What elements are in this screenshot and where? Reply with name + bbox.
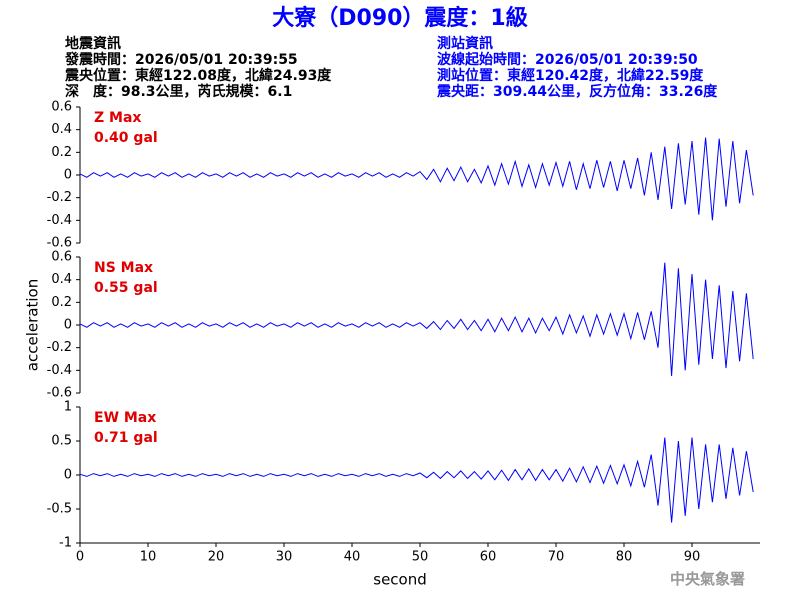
chart-title: 大寮（D090）震度：1級 (272, 5, 528, 31)
y-tick-label: -0.2 (47, 190, 72, 205)
x-tick-label: 70 (548, 550, 565, 565)
header-right: 震央距：309.44公里，反方位角：33.26度 (436, 83, 718, 100)
x-tick-label: 40 (344, 550, 361, 565)
x-tick-label: 80 (616, 550, 633, 565)
waveform (79, 137, 754, 221)
max-label: NS Max (94, 260, 153, 276)
y-tick-label: -0.2 (47, 340, 72, 355)
max-label: EW Max (94, 410, 156, 426)
y-tick-label: 0 (64, 468, 72, 483)
y-tick-label: -1 (59, 536, 72, 551)
max-label: 0.55 gal (94, 280, 158, 296)
x-tick-label: 0 (76, 550, 84, 565)
y-axis-label: acceleration (24, 279, 42, 371)
header-right: 波線起始時間：2026/05/01 20:39:50 (437, 51, 698, 68)
header-right: 測站位置：東經120.42度，北緯22.59度 (437, 67, 704, 84)
max-label: 0.71 gal (94, 430, 158, 446)
y-tick-label: 0.4 (51, 122, 72, 137)
x-tick-label: 90 (684, 550, 701, 565)
footer-logo: 中央氣象署 (670, 570, 745, 588)
x-tick-label: 30 (276, 550, 293, 565)
y-tick-label: 0 (64, 318, 72, 333)
y-tick-label: -0.5 (47, 502, 72, 517)
y-tick-label: 0 (64, 168, 72, 183)
waveform (79, 437, 754, 523)
max-label: 0.40 gal (94, 130, 158, 146)
x-tick-label: 20 (208, 550, 225, 565)
y-tick-label: 0.2 (51, 145, 72, 160)
y-tick-label: 0.6 (51, 250, 72, 265)
x-tick-label: 50 (412, 550, 429, 565)
y-tick-label: -0.4 (47, 363, 72, 378)
y-tick-label: 0.5 (51, 434, 72, 449)
header-left: 地震資訊 (65, 35, 121, 52)
x-axis-label: second (373, 571, 427, 589)
header-left: 發震時間：2026/05/01 20:39:55 (64, 51, 298, 68)
y-tick-label: 0.6 (51, 100, 72, 115)
y-tick-label: -0.6 (47, 386, 72, 401)
max-label: Z Max (94, 110, 141, 126)
header-right: 測站資訊 (437, 35, 493, 52)
y-tick-label: -0.4 (47, 213, 72, 228)
x-tick-label: 10 (140, 550, 157, 565)
x-tick-label: 60 (480, 550, 497, 565)
header-left: 震央位置：東經122.08度，北緯24.93度 (64, 67, 332, 84)
waveform (79, 262, 754, 377)
y-tick-label: 0.2 (51, 295, 72, 310)
y-tick-label: 1 (64, 400, 72, 415)
header-left: 深 度：98.3公里，芮氏規模：6.1 (65, 83, 292, 100)
y-tick-label: 0.4 (51, 272, 72, 287)
y-tick-label: -0.6 (47, 236, 72, 251)
